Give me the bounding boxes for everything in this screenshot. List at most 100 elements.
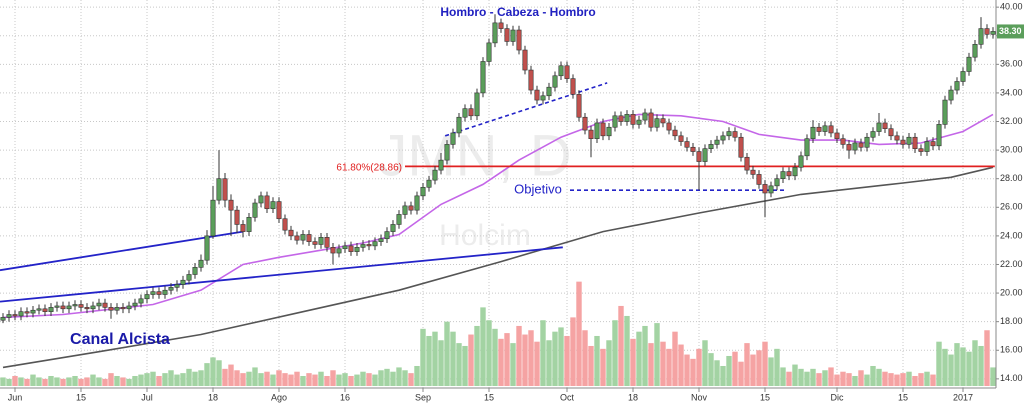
x-tick-label: 15 xyxy=(760,392,770,402)
watermark-name: Holcim xyxy=(439,219,531,252)
candle-body xyxy=(456,116,462,134)
volume-bar xyxy=(168,370,174,386)
volume-bar xyxy=(432,331,438,386)
candle-body xyxy=(492,22,498,44)
candle-body xyxy=(156,291,162,295)
volume-bar xyxy=(822,370,828,386)
candle-body xyxy=(648,112,654,128)
candle-body xyxy=(846,144,852,151)
candle-body xyxy=(762,184,768,194)
candle-body xyxy=(534,89,540,101)
candle-body xyxy=(522,49,528,71)
volume-bar xyxy=(936,341,942,386)
candle-body xyxy=(282,218,288,231)
volume-bar xyxy=(264,371,270,386)
volume-bar xyxy=(534,341,540,386)
candle-body xyxy=(138,298,144,304)
volume-bar xyxy=(378,370,384,386)
volume-bar xyxy=(942,348,948,386)
volume-bar xyxy=(120,377,126,386)
candle-body xyxy=(330,247,336,254)
volume-bar xyxy=(162,373,168,386)
candle-body xyxy=(936,124,942,147)
volume-bar xyxy=(840,371,846,386)
volume-bar xyxy=(906,371,912,386)
volume-bar xyxy=(24,378,30,386)
volume-bar xyxy=(624,315,630,386)
candle-body xyxy=(792,166,798,177)
volume-bar xyxy=(36,377,42,386)
volume-bar xyxy=(678,344,684,386)
candle-body xyxy=(606,126,612,137)
volume-bar xyxy=(876,368,882,386)
x-tick-label: 15 xyxy=(76,392,86,402)
candle-body xyxy=(300,234,306,241)
volume-bar xyxy=(564,335,570,386)
candle-body xyxy=(408,205,414,211)
volume-bar xyxy=(132,375,138,386)
volume-bar xyxy=(516,325,522,386)
candle-body xyxy=(708,144,714,149)
candle-body xyxy=(924,141,930,152)
candle-body xyxy=(252,202,258,218)
volume-bar xyxy=(762,341,768,386)
y-tick-label: 30.00 xyxy=(1000,144,1023,154)
candle-body xyxy=(210,199,216,237)
candle-body xyxy=(888,128,894,137)
candle-body xyxy=(366,244,372,247)
candle-body xyxy=(678,135,684,142)
volume-bar xyxy=(282,373,288,386)
volume-bar xyxy=(600,348,606,386)
volume-bar xyxy=(888,373,894,386)
volume-bar xyxy=(330,370,336,386)
candle-body xyxy=(438,159,444,171)
volume-bar xyxy=(90,374,96,386)
candle-body xyxy=(642,112,648,121)
fib-label: 61.80%(28.86) xyxy=(336,163,402,174)
volume-bar xyxy=(204,363,210,386)
candle-body xyxy=(978,28,984,45)
candle-body xyxy=(42,308,48,312)
volume-bar xyxy=(900,373,906,386)
candle-body xyxy=(672,129,678,137)
chart-title: Hombro - Cabeza - Hombro xyxy=(440,5,595,19)
candle-body xyxy=(564,65,570,79)
volume-bar xyxy=(300,375,306,386)
candle-body xyxy=(480,61,486,94)
x-tick-label: Sep xyxy=(415,392,431,402)
volume-bar xyxy=(480,307,486,386)
volume-bar xyxy=(960,347,966,386)
volume-bar xyxy=(294,371,300,386)
x-tick-label: 15 xyxy=(898,392,908,402)
candle-body xyxy=(354,247,360,252)
volume-bar xyxy=(354,374,360,386)
candle-body xyxy=(60,305,66,310)
volume-bar xyxy=(174,374,180,386)
volume-bar xyxy=(570,317,576,386)
candle-body xyxy=(666,122,672,131)
volume-bar xyxy=(198,370,204,386)
candle-body xyxy=(102,302,108,308)
trend-line xyxy=(444,82,608,137)
y-tick-label: 28.00 xyxy=(1000,173,1023,183)
volume-bar xyxy=(318,371,324,386)
candle-body xyxy=(558,65,564,77)
candle-body xyxy=(96,302,102,307)
volume-bar xyxy=(180,373,186,386)
volume-bar xyxy=(186,368,192,386)
candle-body xyxy=(270,201,276,210)
volume-bar xyxy=(588,345,594,386)
volume-bar xyxy=(438,340,444,386)
volume-bar xyxy=(726,355,732,386)
candle-body xyxy=(336,248,342,254)
candle-body xyxy=(396,214,402,225)
volume-bar xyxy=(546,340,552,386)
volume-bar xyxy=(924,371,930,386)
volume-bar xyxy=(930,374,936,386)
volume-bar xyxy=(972,340,978,386)
volume-bar xyxy=(606,340,612,386)
y-tick-label: 32.00 xyxy=(1000,116,1023,126)
candle-body xyxy=(420,186,426,197)
candle-body xyxy=(834,132,840,139)
